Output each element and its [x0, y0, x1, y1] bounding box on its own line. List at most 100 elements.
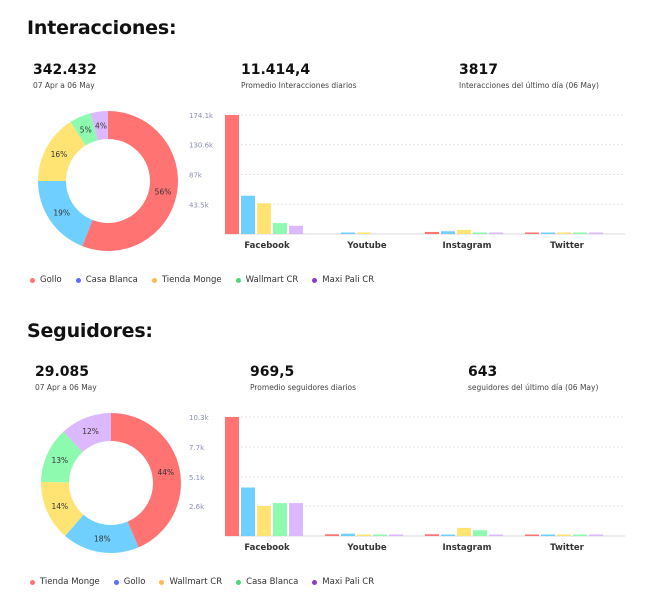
bar-twitter-maxi-pali-cr: [589, 534, 603, 536]
donut-slice-label: 44%: [158, 468, 175, 477]
x-category-label: Facebook: [244, 543, 290, 553]
stat-label: Promedio seguidores diarios: [250, 383, 357, 392]
legend-label: Tienda Monge: [161, 275, 222, 285]
bar-instagram-tienda-monge: [425, 534, 439, 536]
donut-slice-casa-blanca: [38, 181, 93, 247]
bar-facebook-gollo: [241, 487, 255, 536]
donut-slice-casa-blanca: [41, 431, 83, 483]
bar-facebook-tienda-monge: [257, 203, 271, 234]
legend-followers: Tienda Monge Gollo Wallmart CR Casa Blanca M…: [30, 577, 374, 587]
legend-item[interactable]: Wallmart CR: [159, 577, 222, 587]
donut-slice-maxi-pali-cr: [63, 413, 111, 453]
bar-twitter-casa-blanca: [541, 232, 555, 234]
legend-dot-icon: [30, 579, 35, 585]
x-category-label: Instagram: [443, 543, 492, 553]
legend-dot-icon: [312, 579, 318, 585]
legend-dot-icon: [151, 277, 157, 283]
legend-item[interactable]: Maxi Pali CR: [312, 275, 374, 285]
stat-total-followers: 29.085 07 Apr a 06 May: [35, 364, 97, 392]
bar-youtube-maxi-pali-cr: [389, 534, 403, 536]
legend-item[interactable]: Gollo: [30, 275, 62, 285]
y-tick-label: 7.7k: [189, 444, 205, 452]
legend-item[interactable]: Tienda Monge: [30, 577, 100, 587]
bar-instagram-maxi-pali-cr: [489, 232, 503, 234]
legend-label: Casa Blanca: [246, 577, 299, 587]
bar-facebook-casa-blanca: [241, 195, 255, 234]
donut-slice-label: 13%: [52, 456, 69, 465]
stat-label: 07 Apr a 06 May: [33, 81, 95, 90]
legend-item[interactable]: Casa Blanca: [236, 577, 298, 587]
stat-value: 643: [468, 364, 498, 380]
legend-dot-icon: [312, 277, 318, 283]
x-category-label: Twitter: [550, 241, 585, 251]
bar-chart-interactions: 174.1k 130.6k 87k 43.5k Facebook Youtube Insta…: [189, 112, 625, 251]
donut-chart-interactions: 56% 19% 16% 5% 4%: [38, 111, 179, 251]
bar-chart-followers: 10.3k 7.7k 5.1k 2.6k Facebook Youtube Instagra…: [189, 414, 625, 553]
bar-twitter-tienda-monge: [525, 534, 539, 536]
stat-total-interactions: 342.432 07 Apr a 06 May: [33, 62, 97, 90]
bar-instagram-casa-blanca: [473, 530, 487, 536]
stat-last-day-interactions: 3817 Interacciones del último día (06 Ma…: [459, 62, 599, 90]
bar-facebook-wallmart-cr: [257, 505, 271, 536]
legend-dot-icon: [159, 579, 165, 585]
bar-instagram-gollo: [441, 534, 455, 536]
legend-item[interactable]: Casa Blanca: [75, 275, 138, 285]
bar-youtube-wallmart-cr: [357, 534, 371, 536]
donut-slice-gollo: [65, 514, 139, 553]
legend-label: Gollo: [40, 275, 62, 285]
stat-average-interactions: 11.414,4 Promedio Interacciones diarios: [241, 62, 357, 90]
y-tick-label: 87k: [189, 172, 203, 180]
legend-item[interactable]: Wallmart CR: [235, 275, 298, 285]
bar-facebook-gollo: [225, 115, 239, 234]
bar-facebook-tienda-monge: [225, 417, 239, 536]
stat-label: Interacciones del último día (06 May): [459, 81, 599, 90]
stat-average-followers: 969,5 Promedio seguidores diarios: [250, 364, 356, 392]
bar-twitter-maxi-pali-cr: [589, 232, 603, 234]
donut-slice-wallmart-cr: [70, 113, 98, 146]
legend-label: Casa Blanca: [85, 275, 138, 285]
donut-slice-tienda-monge: [38, 121, 86, 181]
donut-slice-maxi-pali-cr: [90, 111, 108, 141]
bar-instagram-casa-blanca: [441, 231, 455, 234]
legend-dot-icon: [75, 277, 81, 283]
bar-twitter-tienda-monge: [557, 232, 571, 234]
legend-label: Maxi Pali CR: [322, 577, 375, 587]
legend-dot-icon: [236, 579, 242, 585]
y-tick-label: 10.3k: [189, 414, 210, 422]
x-category-label: Twitter: [550, 543, 585, 553]
donut-slice-label: 18%: [94, 534, 111, 543]
legend-item[interactable]: Tienda Monge: [151, 275, 222, 285]
y-tick-label: 5.1k: [189, 474, 205, 482]
stat-value: 969,5: [250, 364, 295, 380]
y-tick-label: 130.6k: [189, 142, 214, 150]
legend-item[interactable]: Maxi Pali CR: [312, 577, 374, 587]
donut-slice-label: 19%: [53, 208, 70, 217]
legend-item[interactable]: Gollo: [113, 577, 145, 587]
donut-slice-label: 4%: [95, 121, 107, 130]
bar-twitter-wallmart-cr: [573, 232, 587, 234]
x-category-label: Youtube: [346, 543, 386, 553]
bar-facebook-maxi-pali-cr: [289, 503, 303, 536]
bar-facebook-maxi-pali-cr: [289, 225, 303, 234]
legend-dot-icon: [235, 277, 241, 283]
stat-last-day-followers: 643 seguidores del último día (06 May): [468, 364, 598, 392]
bar-instagram-wallmart-cr: [473, 232, 487, 234]
x-category-label: Youtube: [346, 241, 386, 251]
donut-slice-tienda-monge: [111, 413, 181, 548]
donut-slice-label: 5%: [80, 126, 92, 135]
bar-twitter-gollo: [541, 534, 555, 536]
donut-slice-wallmart-cr: [40, 481, 84, 536]
y-tick-label: 174.1k: [189, 112, 214, 120]
x-category-label: Instagram: [443, 241, 492, 251]
bar-instagram-tienda-monge: [457, 229, 471, 234]
stat-value: 342.432: [33, 62, 97, 78]
stat-value: 11.414,4: [241, 62, 311, 78]
donut-slice-label: 14%: [52, 502, 69, 511]
bar-twitter-wallmart-cr: [557, 534, 571, 536]
legend-label: Wallmart CR: [169, 577, 223, 587]
donut-chart-followers: 44% 18% 14% 13% 12%: [40, 413, 181, 553]
legend-label: Maxi Pali CR: [322, 275, 375, 285]
bar-twitter-casa-blanca: [573, 534, 587, 536]
bar-instagram-wallmart-cr: [457, 527, 471, 536]
bar-youtube-tienda-monge: [357, 232, 371, 234]
